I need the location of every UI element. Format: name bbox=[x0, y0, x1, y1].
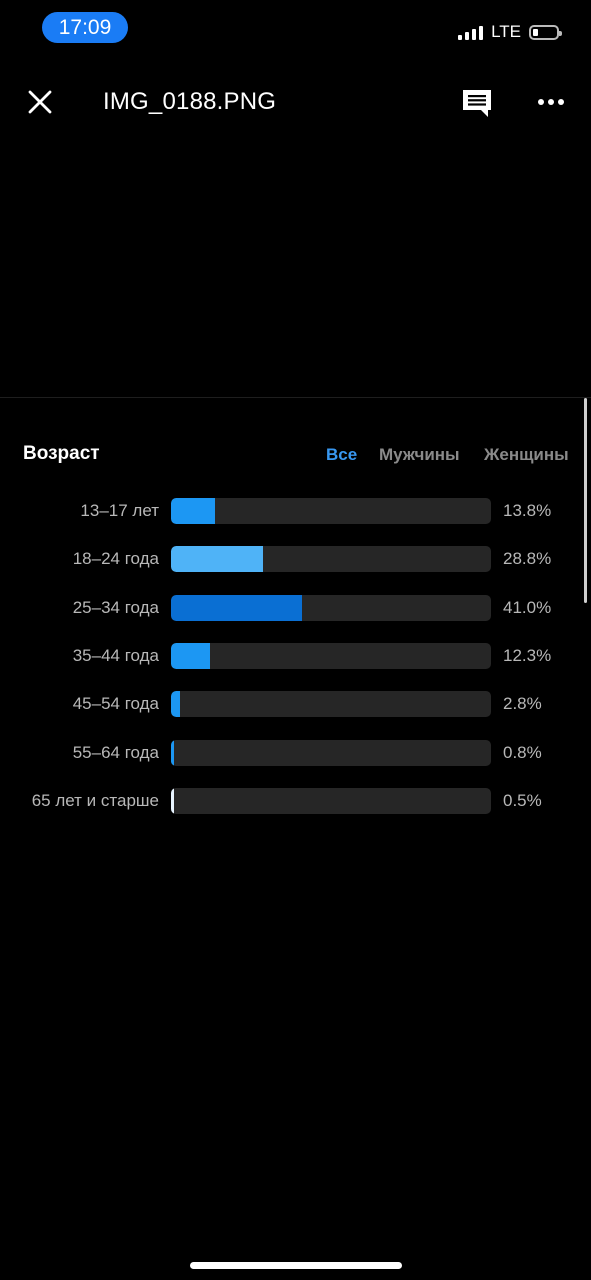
bar bbox=[171, 739, 174, 766]
close-icon bbox=[28, 90, 52, 114]
more-icon bbox=[538, 99, 564, 105]
bar-track bbox=[171, 787, 491, 814]
value-label: 0.5% bbox=[503, 790, 542, 810]
scrollbar[interactable] bbox=[584, 398, 587, 603]
bar-track bbox=[171, 546, 491, 573]
tab-men[interactable]: Мужчины bbox=[379, 445, 460, 464]
category-label: 45–54 года bbox=[72, 694, 159, 714]
battery-icon bbox=[529, 24, 562, 40]
bar-track bbox=[171, 498, 491, 524]
value-label: 41.0% bbox=[503, 597, 552, 617]
tab-all[interactable]: Все bbox=[326, 445, 358, 464]
value-label: 2.8% bbox=[503, 694, 542, 714]
category-label: 13–17 лет bbox=[80, 501, 159, 520]
chart-row: 35–44 года 12.3% bbox=[0, 642, 591, 669]
comment-button[interactable] bbox=[461, 87, 493, 119]
chart-row: 18–24 года 28.8% bbox=[0, 546, 591, 573]
bar bbox=[171, 691, 180, 718]
value-label: 28.8% bbox=[503, 549, 552, 569]
value-label: 12.3% bbox=[503, 645, 552, 665]
category-label: 55–64 года bbox=[72, 742, 159, 762]
chart-row: 55–64 года 0.8% bbox=[0, 739, 591, 766]
close-button[interactable] bbox=[26, 88, 54, 116]
bar-track bbox=[171, 691, 491, 718]
signal-icon bbox=[458, 24, 484, 40]
category-label: 65 лет и старше bbox=[31, 790, 159, 810]
more-options-button[interactable] bbox=[536, 92, 566, 112]
bar bbox=[171, 546, 264, 573]
chart-row: 25–34 года 41.0% bbox=[0, 594, 591, 621]
section-title: Возраст bbox=[23, 443, 100, 464]
bar-track bbox=[171, 642, 491, 669]
bar-track bbox=[171, 739, 491, 766]
status-time: 17:09 bbox=[42, 12, 128, 43]
value-label: 13.8% bbox=[503, 501, 552, 520]
chart-row: 45–54 года 2.8% bbox=[0, 691, 591, 718]
tab-women[interactable]: Женщины bbox=[484, 445, 569, 464]
image-divider bbox=[0, 397, 591, 398]
bar-track bbox=[171, 594, 491, 621]
bar bbox=[171, 498, 216, 524]
value-label: 0.8% bbox=[503, 742, 542, 762]
bar bbox=[171, 787, 174, 814]
bar bbox=[171, 594, 303, 621]
category-label: 18–24 года bbox=[72, 549, 159, 569]
status-indicators: LTE bbox=[458, 22, 562, 42]
comment-icon bbox=[463, 90, 491, 117]
network-label: LTE bbox=[491, 22, 521, 41]
category-label: 25–34 года bbox=[72, 597, 159, 617]
home-indicator[interactable] bbox=[190, 1262, 402, 1269]
file-title: IMG_0188.PNG bbox=[103, 88, 277, 115]
chart-row: 65 лет и старше 0.5% bbox=[0, 787, 591, 814]
chart-row: 13–17 лет 13.8% bbox=[0, 498, 591, 524]
bar bbox=[171, 642, 211, 669]
category-label: 35–44 года bbox=[72, 645, 159, 665]
